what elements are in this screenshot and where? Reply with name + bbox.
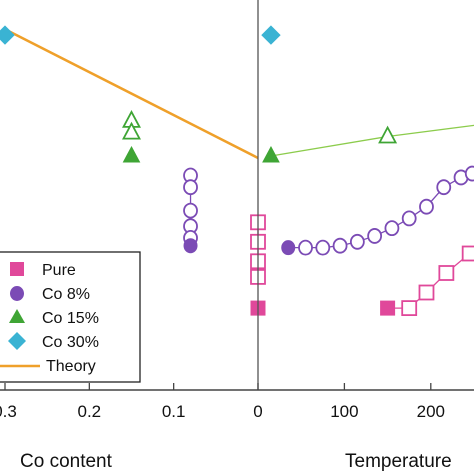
x-tick-label-co-content-3: 0 (253, 402, 262, 421)
x-axis-label-co-content: Co content (20, 451, 113, 472)
co8-point-11 (367, 228, 383, 244)
theory-layer (4, 28, 259, 160)
theory-series-line-0 (4, 28, 259, 160)
legend-label-co30: Co 30% (42, 334, 99, 351)
co8-point-9 (332, 237, 348, 254)
co8-point-8 (315, 239, 331, 256)
co15-series-line-0 (270, 135, 388, 157)
legend-item-co15: Co 15% (9, 309, 99, 327)
legend-label-co15: Co 15% (42, 310, 99, 327)
co8-point-2 (183, 202, 198, 219)
legend-marker-co8 (10, 286, 24, 301)
co8-point-12 (384, 220, 400, 237)
legend-item-co8: Co 8% (10, 286, 90, 303)
pure-point-7 (418, 284, 435, 301)
legend-marker-co30 (8, 332, 26, 350)
axis-ticks-layer: 0.3 0.2 0.1 0 100 200 (0, 383, 445, 421)
co30-point-1 (261, 25, 281, 45)
legend-label-co8: Co 8% (42, 286, 90, 303)
pure-point-5 (380, 300, 396, 316)
pure-point-6 (401, 300, 418, 317)
legend-label-pure: Pure (42, 262, 76, 279)
co15-point-2 (122, 145, 141, 163)
x-tick-label-temperature-1: 200 (417, 402, 445, 421)
co15-point-3 (262, 145, 280, 163)
pure-point-9 (461, 245, 474, 262)
co30-point-0 (0, 25, 15, 45)
legend-label-theory: Theory (46, 358, 96, 375)
x-tick-label-co-content-2: 0.1 (162, 402, 186, 421)
co8-point-15 (436, 179, 452, 196)
pure-point-8 (438, 265, 455, 281)
co8-point-14 (419, 198, 434, 215)
co8-point-1 (183, 179, 198, 196)
legend-item-pure: Pure (10, 262, 76, 279)
legend-marker-co15 (9, 309, 25, 323)
co8-point-10 (349, 233, 365, 250)
legend: Pure Co 8% Co 15% Co 30% Theory (0, 251, 141, 383)
co15-trend-line (387, 124, 474, 138)
co8-point-6 (281, 240, 296, 256)
series-lines-layer (189, 124, 474, 309)
legend-marker-pure (10, 262, 24, 276)
co8-point-5 (183, 238, 198, 254)
legend-item-theory: Theory (0, 358, 96, 375)
co15-point-4 (378, 125, 398, 144)
x-tick-label-co-content-1: 0.2 (78, 402, 102, 421)
co8-point-17 (464, 165, 474, 182)
x-axis-label-temperature: Temperature (345, 451, 452, 472)
co15-point-1 (122, 121, 141, 140)
x-tick-label-co-content-0: 0.3 (0, 402, 17, 421)
co8-point-7 (298, 239, 313, 256)
legend-item-co30: Co 30% (8, 332, 99, 351)
co8-point-13 (401, 210, 417, 227)
x-tick-label-temperature-0: 100 (330, 402, 358, 421)
